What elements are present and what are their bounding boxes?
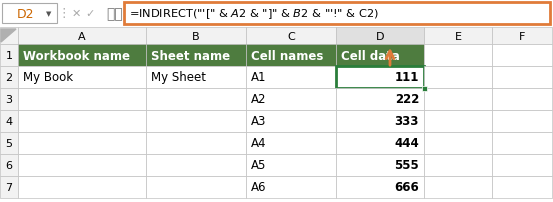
Text: 222: 222 <box>395 93 419 106</box>
FancyBboxPatch shape <box>336 67 424 88</box>
Text: E: E <box>455 31 462 41</box>
Text: ✓: ✓ <box>85 9 95 19</box>
FancyBboxPatch shape <box>18 45 146 67</box>
Text: 333: 333 <box>395 115 419 128</box>
FancyBboxPatch shape <box>18 67 146 88</box>
FancyBboxPatch shape <box>424 45 492 67</box>
FancyBboxPatch shape <box>0 45 18 67</box>
FancyBboxPatch shape <box>18 132 146 154</box>
FancyBboxPatch shape <box>18 176 146 198</box>
Text: Cell data: Cell data <box>341 49 400 62</box>
FancyBboxPatch shape <box>336 132 424 154</box>
Text: My Book: My Book <box>23 71 73 84</box>
Text: 666: 666 <box>394 181 419 194</box>
FancyBboxPatch shape <box>492 132 552 154</box>
Text: 111: 111 <box>395 71 419 84</box>
FancyBboxPatch shape <box>492 88 552 110</box>
Text: ✕: ✕ <box>71 9 81 19</box>
Text: 5: 5 <box>6 138 13 148</box>
Text: 7: 7 <box>6 182 13 192</box>
FancyBboxPatch shape <box>2 4 57 24</box>
FancyBboxPatch shape <box>492 45 552 67</box>
FancyBboxPatch shape <box>246 154 336 176</box>
FancyBboxPatch shape <box>246 176 336 198</box>
Text: 444: 444 <box>394 137 419 150</box>
Text: =INDIRECT("'[" & $A$2 & "]" & $B$2 & "'!" & C2): =INDIRECT("'[" & $A$2 & "]" & $B$2 & "'!… <box>129 7 379 21</box>
Text: 3: 3 <box>6 95 13 104</box>
Text: 6: 6 <box>6 160 13 170</box>
FancyBboxPatch shape <box>492 28 552 45</box>
Text: B: B <box>192 31 200 41</box>
FancyBboxPatch shape <box>246 88 336 110</box>
FancyBboxPatch shape <box>0 154 18 176</box>
Text: 4: 4 <box>6 116 13 126</box>
Text: ▼: ▼ <box>46 11 51 17</box>
FancyBboxPatch shape <box>0 28 18 45</box>
FancyBboxPatch shape <box>0 110 18 132</box>
Text: 𝑓𝑥: 𝑓𝑥 <box>106 7 123 21</box>
Text: My Sheet: My Sheet <box>151 71 206 84</box>
Text: A6: A6 <box>251 181 267 194</box>
Text: 555: 555 <box>394 159 419 172</box>
Text: A1: A1 <box>251 71 267 84</box>
FancyBboxPatch shape <box>0 132 18 154</box>
Text: C: C <box>287 31 295 41</box>
FancyBboxPatch shape <box>146 176 246 198</box>
Text: F: F <box>519 31 525 41</box>
FancyBboxPatch shape <box>336 88 424 110</box>
FancyBboxPatch shape <box>18 28 146 45</box>
FancyBboxPatch shape <box>424 154 492 176</box>
Text: A2: A2 <box>251 93 267 106</box>
Text: A4: A4 <box>251 137 267 150</box>
FancyBboxPatch shape <box>492 110 552 132</box>
Text: Sheet name: Sheet name <box>151 49 230 62</box>
FancyBboxPatch shape <box>146 154 246 176</box>
FancyBboxPatch shape <box>146 45 246 67</box>
Text: Cell names: Cell names <box>251 49 324 62</box>
FancyBboxPatch shape <box>492 67 552 88</box>
Text: D2: D2 <box>17 7 34 20</box>
Text: Workbook name: Workbook name <box>23 49 130 62</box>
FancyBboxPatch shape <box>146 132 246 154</box>
Text: A3: A3 <box>251 115 267 128</box>
Text: A5: A5 <box>251 159 267 172</box>
FancyBboxPatch shape <box>424 88 492 110</box>
FancyBboxPatch shape <box>424 28 492 45</box>
Text: 1: 1 <box>6 51 13 61</box>
FancyBboxPatch shape <box>0 67 18 88</box>
FancyBboxPatch shape <box>0 88 18 110</box>
Text: A: A <box>78 31 86 41</box>
FancyBboxPatch shape <box>246 67 336 88</box>
Bar <box>421 86 426 91</box>
Text: ⋮: ⋮ <box>58 7 70 20</box>
FancyBboxPatch shape <box>18 110 146 132</box>
FancyBboxPatch shape <box>424 176 492 198</box>
FancyBboxPatch shape <box>424 110 492 132</box>
FancyBboxPatch shape <box>246 132 336 154</box>
FancyBboxPatch shape <box>146 67 246 88</box>
FancyBboxPatch shape <box>18 88 146 110</box>
Text: 2: 2 <box>6 73 13 83</box>
FancyBboxPatch shape <box>336 110 424 132</box>
FancyBboxPatch shape <box>146 28 246 45</box>
FancyBboxPatch shape <box>124 3 550 25</box>
FancyBboxPatch shape <box>18 154 146 176</box>
FancyBboxPatch shape <box>336 176 424 198</box>
FancyBboxPatch shape <box>246 110 336 132</box>
FancyBboxPatch shape <box>246 45 336 67</box>
FancyBboxPatch shape <box>146 110 246 132</box>
FancyBboxPatch shape <box>424 132 492 154</box>
FancyBboxPatch shape <box>336 154 424 176</box>
FancyBboxPatch shape <box>492 154 552 176</box>
FancyBboxPatch shape <box>146 88 246 110</box>
FancyBboxPatch shape <box>246 28 336 45</box>
Polygon shape <box>1 30 16 43</box>
FancyBboxPatch shape <box>492 176 552 198</box>
FancyBboxPatch shape <box>336 28 424 45</box>
FancyBboxPatch shape <box>424 67 492 88</box>
FancyBboxPatch shape <box>336 45 424 67</box>
FancyBboxPatch shape <box>0 176 18 198</box>
Text: D: D <box>375 31 384 41</box>
